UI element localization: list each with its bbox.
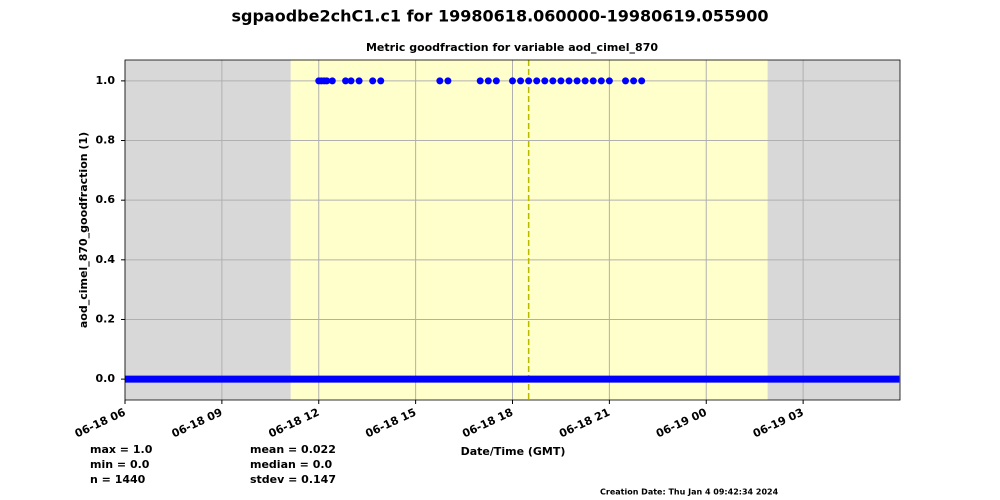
y-tick-label: 0.4 — [96, 253, 116, 266]
stat: median = 0.0 — [250, 458, 333, 471]
x-tick-label: 06-18 12 — [267, 406, 322, 441]
y-tick-label: 0.6 — [96, 193, 116, 206]
data-point — [638, 77, 646, 85]
data-point — [525, 77, 533, 85]
y-tick-label: 0.2 — [96, 312, 116, 325]
data-point — [557, 77, 565, 85]
y-axis-label: aod_cimel_870_goodfraction (1) — [77, 132, 90, 328]
chart-title: sgpaodbe2chC1.c1 for 19980618.060000-199… — [231, 7, 768, 26]
data-point — [565, 77, 573, 85]
x-tick-label: 06-18 18 — [460, 406, 515, 441]
y-tick-label: 0.0 — [96, 372, 116, 385]
data-point — [342, 77, 350, 85]
data-point — [355, 77, 363, 85]
x-tick-label: 06-19 00 — [654, 406, 709, 441]
stat: mean = 0.022 — [250, 443, 336, 456]
plot-frame — [124, 59, 901, 401]
x-tick-label: 06-18 09 — [170, 406, 225, 441]
x-tick-label: 06-18 15 — [363, 406, 418, 441]
data-point — [622, 77, 630, 85]
data-point — [436, 77, 444, 85]
x-tick-label: 06-19 03 — [751, 406, 806, 441]
data-point — [573, 77, 581, 85]
creation-date: Creation Date: Thu Jan 4 09:42:34 2024 — [600, 488, 779, 497]
y-tick-label: 1.0 — [96, 74, 116, 87]
x-tick-label: 06-18 21 — [557, 406, 612, 441]
data-point — [328, 77, 336, 85]
x-axis-label: Date/Time (GMT) — [461, 445, 566, 458]
stat: max = 1.0 — [90, 443, 153, 456]
data-point — [541, 77, 549, 85]
data-point — [597, 77, 605, 85]
data-point — [484, 77, 492, 85]
stat: min = 0.0 — [90, 458, 150, 471]
data-point — [476, 77, 484, 85]
data-point — [605, 77, 613, 85]
stat: stdev = 0.147 — [250, 473, 336, 486]
stat: n = 1440 — [90, 473, 146, 486]
data-point — [444, 77, 452, 85]
data-point — [369, 77, 377, 85]
data-point — [533, 77, 541, 85]
y-tick-label: 0.8 — [96, 134, 116, 147]
data-point — [630, 77, 638, 85]
data-point — [509, 77, 516, 85]
data-point — [377, 77, 385, 85]
x-tick-label: 06-18 06 — [73, 406, 128, 441]
data-point — [492, 77, 500, 85]
chart-subtitle: Metric goodfraction for variable aod_cim… — [366, 41, 658, 54]
data-point — [549, 77, 557, 85]
data-point — [347, 77, 355, 85]
data-point — [323, 77, 331, 85]
data-point — [517, 77, 525, 85]
data-point — [581, 77, 589, 85]
data-point — [589, 77, 597, 85]
